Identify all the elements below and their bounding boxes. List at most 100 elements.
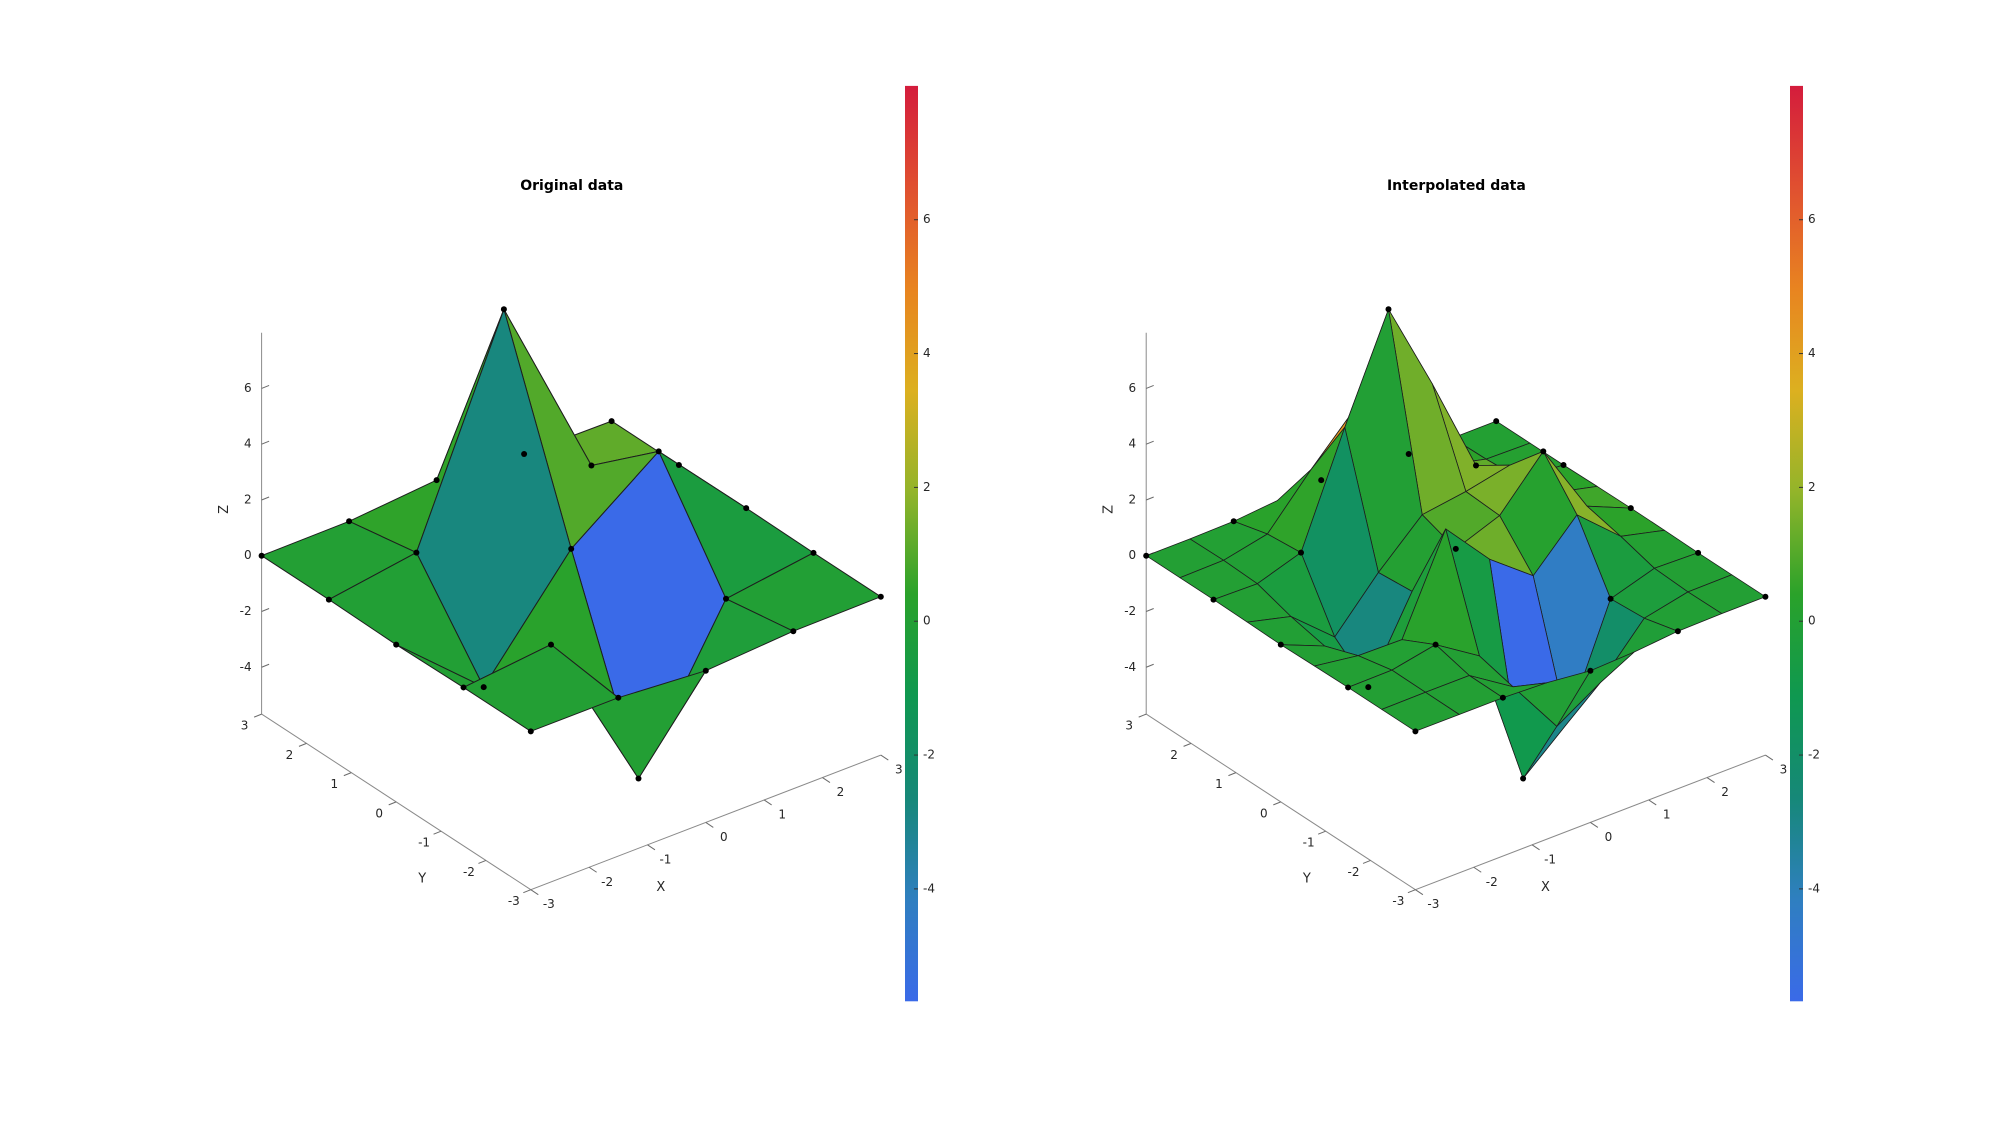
- data-point: [635, 775, 642, 782]
- x-tick-label: -2: [601, 875, 613, 889]
- z-tick: [1146, 384, 1154, 389]
- z-tick-label: 6: [244, 381, 252, 395]
- y-tick-label: 0: [375, 806, 383, 820]
- data-point: [1499, 694, 1506, 701]
- data-point: [1318, 477, 1325, 484]
- data-point: [1674, 628, 1681, 635]
- data-point: [810, 549, 817, 556]
- data-point: [1695, 549, 1702, 556]
- y-tick-label: 3: [241, 719, 249, 733]
- colorbar: [1790, 85, 1803, 1002]
- x-tick: [1590, 821, 1599, 828]
- x-tick: [822, 777, 831, 783]
- y-tick: [478, 859, 487, 864]
- z-tick: [261, 440, 270, 445]
- colorbar: [905, 85, 918, 1002]
- x-tick-label: 3: [1780, 763, 1788, 777]
- data-point: [1432, 641, 1439, 648]
- data-point: [1230, 518, 1237, 525]
- data-point: [1587, 667, 1594, 674]
- data-point: [1762, 593, 1769, 600]
- colorbar-tick-label: 6: [1808, 212, 1816, 226]
- data-point: [1365, 684, 1372, 691]
- data-point: [500, 306, 507, 313]
- x-axis-label: X: [656, 880, 665, 895]
- data-point: [1560, 462, 1567, 469]
- z-tick: [1146, 496, 1154, 501]
- data-point: [1607, 595, 1614, 602]
- x-tick: [1531, 844, 1540, 851]
- data-point: [1298, 549, 1304, 556]
- x-tick-label: 1: [778, 807, 786, 821]
- z-tick-label: 0: [1129, 548, 1137, 562]
- x-tick-label: 2: [1721, 785, 1729, 799]
- x-tick-label: 0: [1605, 830, 1613, 844]
- x-tick-label: 1: [1663, 807, 1671, 821]
- x-tick-label: -1: [1544, 852, 1556, 866]
- data-point: [480, 684, 487, 691]
- z-tick-label: 4: [244, 437, 252, 451]
- y-tick: [253, 713, 262, 718]
- data-point: [608, 418, 615, 425]
- data-point: [1345, 684, 1352, 691]
- colorbar-tick-label: 4: [1808, 346, 1816, 360]
- y-tick: [1273, 801, 1281, 806]
- data-point: [1540, 448, 1547, 455]
- y-tick-label: 0: [1260, 806, 1268, 820]
- z-tick-label: -4: [240, 660, 252, 674]
- y-tick-label: -3: [1392, 894, 1404, 908]
- data-point: [1473, 462, 1479, 469]
- z-tick-label: 0: [244, 548, 252, 562]
- data-point: [790, 628, 797, 635]
- chart-title: Interpolated data: [1387, 178, 1526, 194]
- y-tick-label: 1: [1215, 777, 1223, 791]
- z-tick: [261, 384, 270, 389]
- y-tick-label: -1: [418, 836, 430, 850]
- x-tick: [880, 754, 889, 761]
- x-tick: [1415, 889, 1424, 896]
- x-tick: [1473, 866, 1482, 873]
- colorbar-tick-label: -4: [923, 881, 935, 895]
- z-axis-label: Z: [1102, 505, 1117, 514]
- y-tick: [388, 801, 397, 806]
- y-axis-label: Y: [1302, 871, 1311, 886]
- data-point: [1143, 552, 1150, 559]
- chart-title: Original data: [520, 178, 623, 194]
- data-point: [527, 728, 534, 735]
- x-tick: [1706, 777, 1715, 783]
- y-tick: [433, 830, 442, 835]
- data-point: [346, 518, 353, 525]
- x-tick: [763, 799, 772, 806]
- z-tick-label: 4: [1129, 437, 1137, 451]
- data-point: [655, 448, 662, 455]
- y-tick: [343, 772, 352, 777]
- data-point: [1210, 596, 1217, 603]
- y-tick: [1228, 772, 1237, 777]
- z-tick-label: 2: [244, 492, 252, 506]
- data-point: [1277, 641, 1284, 648]
- x-axis-label: X: [1541, 880, 1550, 895]
- z-tick-label: 2: [1129, 492, 1137, 506]
- data-point: [548, 641, 554, 648]
- data-point: [723, 595, 729, 602]
- z-tick-label: -2: [240, 604, 252, 618]
- data-point: [460, 684, 467, 691]
- x-tick-label: 3: [895, 763, 903, 777]
- y-tick-label: -2: [463, 865, 475, 879]
- colorbar-tick-label: -4: [1808, 881, 1820, 895]
- y-tick: [523, 889, 531, 894]
- data-point: [1412, 728, 1419, 735]
- x-tick: [530, 889, 539, 896]
- z-tick-label: -2: [1124, 604, 1136, 618]
- data-point: [1493, 418, 1500, 425]
- y-tick: [298, 742, 307, 747]
- x-tick-label: 2: [837, 785, 845, 799]
- y-tick-label: 2: [1170, 748, 1178, 762]
- colorbar-tick-label: 4: [923, 346, 931, 360]
- data-point: [1385, 306, 1392, 313]
- z-tick-label: -4: [1124, 660, 1136, 674]
- y-tick-label: -1: [1303, 836, 1315, 850]
- z-tick: [1146, 663, 1154, 668]
- data-point: [1405, 450, 1412, 457]
- data-point: [393, 641, 400, 648]
